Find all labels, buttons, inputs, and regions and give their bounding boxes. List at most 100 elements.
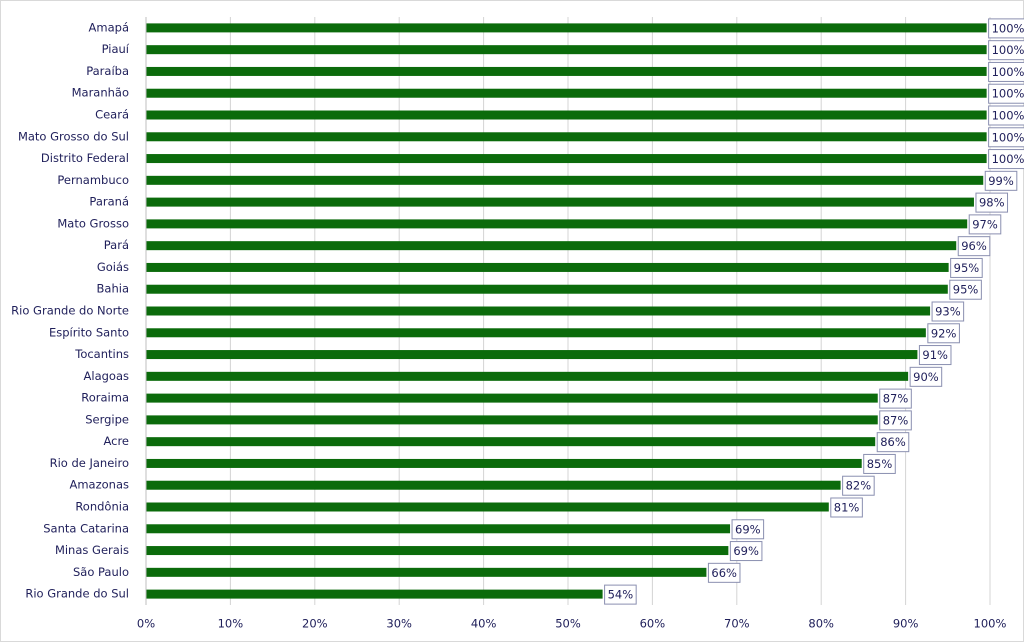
value-label-box	[918, 345, 952, 366]
y-tick-label: Mato Grosso	[57, 216, 129, 230]
value-label-box	[909, 366, 943, 387]
value-label-box	[731, 519, 765, 540]
value-label: 98%	[979, 196, 1005, 210]
value-label: 66%	[711, 566, 737, 580]
y-tick-label: Rondônia	[75, 500, 129, 514]
bar	[146, 154, 987, 164]
bar	[146, 458, 862, 468]
x-tick-label: 60%	[640, 617, 666, 631]
x-tick-label: 70%	[724, 617, 750, 631]
value-label: 100%	[992, 130, 1024, 144]
y-tick-label: Paraíba	[86, 64, 129, 78]
value-label: 85%	[867, 457, 893, 471]
value-label-box	[927, 323, 960, 344]
bar	[146, 241, 957, 251]
x-tick-label: 100%	[974, 617, 1007, 631]
y-tick-label: Paraná	[89, 195, 129, 209]
y-tick-label: Bahia	[97, 282, 129, 296]
y-tick-label: Alagoas	[84, 369, 129, 383]
value-label: 100%	[992, 152, 1024, 166]
value-label: 100%	[992, 43, 1024, 57]
y-tick-label: Santa Catarina	[43, 521, 129, 535]
value-label-box	[968, 214, 1002, 235]
bar	[146, 567, 707, 577]
value-label-box	[729, 541, 763, 562]
value-label: 81%	[834, 501, 860, 515]
y-tick-label: Espírito Santo	[49, 325, 129, 339]
y-tick-label: Amazonas	[69, 478, 129, 492]
y-tick-label: Acre	[103, 434, 129, 448]
y-tick-label: Rio Grande do Norte	[11, 304, 129, 318]
value-label-box	[949, 279, 982, 300]
y-tick-label: Sergipe	[85, 412, 129, 426]
x-tick-label: 20%	[302, 617, 328, 631]
value-label-box	[842, 475, 875, 496]
bar	[146, 502, 829, 512]
x-tick-label: 80%	[808, 617, 834, 631]
bar	[146, 197, 974, 207]
value-label-box	[988, 83, 1024, 104]
value-label-box	[957, 236, 991, 257]
bar	[146, 371, 909, 381]
x-tick-label: 40%	[471, 617, 497, 631]
y-tick-label: Minas Gerais	[55, 543, 129, 557]
value-label: 54%	[608, 588, 634, 602]
bar	[146, 306, 931, 316]
y-tick-label: Distrito Federal	[41, 151, 129, 165]
y-tick-label: Pernambuco	[57, 173, 129, 187]
y-tick-label: Ceará	[95, 108, 129, 122]
value-label: 69%	[733, 544, 759, 558]
y-tick-label: Amapá	[89, 20, 129, 34]
value-label: 100%	[992, 65, 1024, 79]
value-label-box	[988, 149, 1024, 170]
value-label-box	[604, 584, 637, 605]
value-label: 82%	[846, 479, 872, 493]
value-label-box	[879, 410, 912, 431]
bar	[146, 219, 968, 229]
value-label: 100%	[992, 87, 1024, 101]
x-tick-label: 30%	[386, 617, 412, 631]
value-label-box	[876, 432, 910, 453]
y-tick-label: Maranhão	[72, 86, 129, 100]
value-label: 92%	[931, 326, 957, 340]
x-tick-label: 90%	[893, 617, 919, 631]
value-label-box	[988, 40, 1024, 61]
bar	[146, 480, 841, 490]
value-label-box	[950, 257, 983, 278]
value-label-box	[988, 105, 1024, 126]
x-tick-label: 50%	[555, 617, 581, 631]
value-label: 96%	[961, 239, 987, 253]
value-label: 99%	[988, 174, 1014, 188]
bar	[146, 66, 987, 76]
value-label: 100%	[992, 21, 1024, 35]
bar	[146, 262, 949, 272]
value-label: 97%	[972, 217, 998, 231]
bar	[146, 23, 987, 33]
value-label: 87%	[883, 392, 909, 406]
bar	[146, 284, 948, 294]
value-label-box	[879, 388, 912, 409]
value-label: 95%	[953, 283, 979, 297]
value-label: 91%	[922, 348, 948, 362]
value-label: 90%	[913, 370, 939, 384]
y-tick-label: Mato Grosso do Sul	[18, 129, 129, 143]
y-tick-label: Rio de Janeiro	[50, 456, 129, 470]
y-tick-label: Goiás	[97, 260, 129, 274]
y-tick-label: Piauí	[102, 42, 130, 56]
bar	[146, 546, 729, 556]
x-tick-label: 0%	[137, 617, 155, 631]
bar	[146, 589, 603, 599]
value-label-box	[988, 61, 1024, 82]
value-label-box	[975, 192, 1009, 213]
y-tick-label: São Paulo	[73, 565, 129, 579]
bar	[146, 350, 918, 360]
bar	[146, 437, 876, 447]
value-label: 95%	[954, 261, 980, 275]
bar	[146, 524, 731, 534]
value-label-box	[988, 127, 1024, 148]
value-label-box	[931, 301, 965, 322]
bar	[146, 415, 878, 425]
y-tick-label: Roraima	[81, 391, 129, 405]
bar	[146, 45, 987, 55]
